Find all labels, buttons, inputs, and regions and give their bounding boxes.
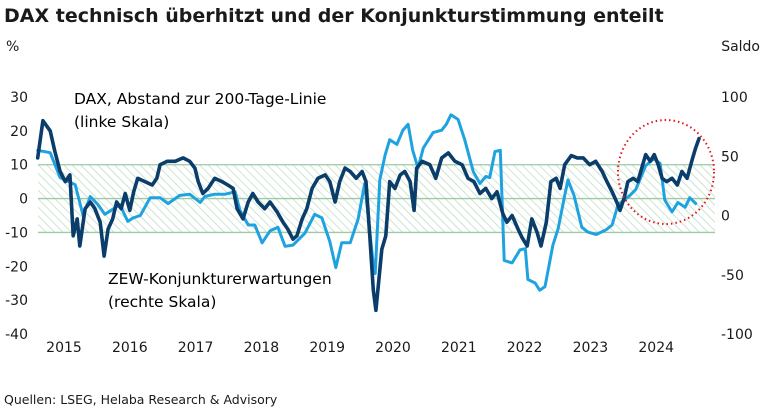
x-tick-label: 2022 <box>507 340 543 356</box>
x-tick-label: 2023 <box>573 340 609 356</box>
x-tick-label: 2017 <box>178 340 214 356</box>
dax-series-line <box>35 118 701 313</box>
chart-title: DAX technisch überhitzt und der Konjunkt… <box>4 5 664 27</box>
x-tick-label: 2024 <box>638 340 674 356</box>
x-tick-label: 2021 <box>441 340 477 356</box>
right-axis-label: Saldo <box>721 39 760 55</box>
left-tick-label: -30 <box>5 293 28 309</box>
zew-legend-scale: (rechte Skala) <box>108 293 216 311</box>
highlight-ellipse <box>617 119 715 225</box>
left-tick-label: -40 <box>5 327 28 343</box>
x-tick-label: 2016 <box>112 340 148 356</box>
dax-legend-label: DAX, Abstand zur 200-Tage-Linie <box>74 90 326 108</box>
source-note: Quellen: LSEG, Helaba Research & Advisor… <box>4 392 278 407</box>
left-axis-label: % <box>6 39 19 55</box>
right-tick-label: 100 <box>721 90 748 106</box>
x-tick-label: 2018 <box>244 340 280 356</box>
x-tick-label: 2015 <box>46 340 82 356</box>
x-tick-label: 2020 <box>375 340 411 356</box>
x-tick-label: 2019 <box>309 340 345 356</box>
right-tick-label: -50 <box>721 268 744 284</box>
left-tick-label: 10 <box>10 158 28 174</box>
left-tick-label: 0 <box>19 192 28 208</box>
zew-series-line <box>36 113 698 292</box>
zew-legend-label: ZEW-Konjunkturerwartungen <box>108 270 332 288</box>
left-tick-label: -20 <box>5 259 28 275</box>
dax-legend-scale: (linke Skala) <box>74 113 169 131</box>
left-tick-label: 20 <box>10 124 28 140</box>
right-tick-label: 50 <box>721 149 739 165</box>
left-tick-label: 30 <box>10 90 28 106</box>
right-tick-label: 0 <box>721 209 730 225</box>
left-tick-label: -10 <box>5 225 28 241</box>
right-tick-label: -100 <box>721 327 753 343</box>
